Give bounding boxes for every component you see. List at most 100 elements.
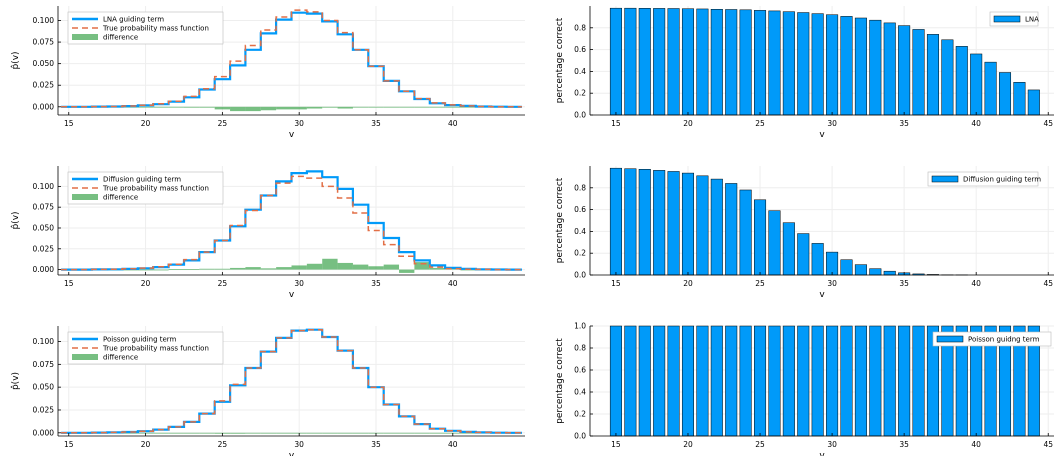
percentage-bar [869,268,882,276]
percentage-bar [854,17,867,116]
x-axis-label: v [289,290,295,300]
percentage-bar [1013,82,1026,116]
percentage-bar [854,264,867,276]
percentage-bar [883,270,896,276]
x-tick-label: 45 [1043,440,1053,449]
percentage-bar [609,167,622,276]
x-tick-label: 35 [371,440,381,449]
y-tick-label: 0.075 [33,203,55,212]
legend: Diffusion guiding term [927,171,1041,187]
percentage-bar [739,325,752,437]
y-tick-label: 0.8 [574,344,586,353]
percentage-bar [681,172,695,276]
difference-bar [337,262,353,270]
percentage-bar [782,222,795,276]
percentage-bar [710,178,723,276]
difference-bar [352,432,369,434]
difference-bar [291,265,307,270]
x-tick-label: 25 [218,440,228,449]
y-axis-label: p̂(v) [10,372,21,390]
percentage-bar [696,175,709,276]
legend-label: Poisson guidng term [968,336,1040,344]
y-tick-label: 0.6 [574,366,586,375]
percentage-bar [667,325,680,437]
y-tick-label: 0.050 [33,383,55,392]
difference-bar [137,269,154,271]
legend-label: Diffusion guiding term [963,176,1041,184]
legend-box [927,171,1039,187]
percentage-bar [710,9,723,116]
difference-bar [122,432,138,434]
legend-label: LNA [1025,16,1039,24]
y-tick-label: 0.025 [33,405,55,414]
x-tick-label: 35 [899,279,909,288]
x-tick-label: 25 [218,279,228,288]
difference-bar [460,106,476,108]
difference-bar [429,106,446,108]
y-tick-label: 1.0 [574,322,586,331]
true-pmf-line [61,175,522,271]
y-tick-label: 0.075 [33,360,55,369]
difference-bar [168,432,184,434]
x-tick-label: 35 [899,119,909,128]
difference-bar [276,432,292,434]
legend: LNA [989,11,1039,27]
difference-bar [245,267,261,270]
difference-bar [214,106,231,110]
percentage-bar [681,325,695,437]
percentage-bar [912,29,925,116]
percentage-bar [739,9,752,116]
x-tick-label: 40 [971,119,981,128]
legend-key [993,15,1021,23]
difference-bar [383,106,400,108]
percentage-bar [811,325,824,437]
difference-bar [168,106,184,108]
difference-bar [429,267,446,270]
y-axis-label: percentage correct [555,177,565,263]
x-tick-label: 40 [448,279,458,288]
legend-label: True probability mass function [102,25,209,33]
percentage-bar [869,325,882,437]
true-pmf-line [61,9,522,108]
x-tick-label: 45 [1043,119,1053,128]
x-tick-label: 30 [827,440,837,449]
legend-box [932,331,1052,347]
percentage-bar [638,325,651,437]
difference-bar [322,432,338,434]
difference-bar [322,106,338,108]
difference-bar [414,106,430,108]
legend-label: True probability mass function [102,345,209,353]
legend-key [931,175,959,183]
x-tick-label: 25 [755,440,765,449]
x-axis-label: v [289,130,295,140]
percentage-bar [782,325,795,437]
y-tick-label: 0.000 [33,102,55,111]
y-tick-label: 0.100 [33,337,55,346]
y-tick-label: 0.0 [574,432,586,441]
difference-bar [306,263,323,270]
x-axis-label: v [819,130,825,140]
difference-bar [445,106,461,108]
x-tick-label: 35 [899,440,909,449]
difference-bar [276,106,292,110]
difference-bar [383,432,400,434]
percentage-bar [653,325,666,437]
x-tick-label: 15 [611,119,621,128]
y-tick-label: 0.000 [33,428,55,437]
x-tick-label: 30 [294,119,304,128]
x-tick-label: 15 [611,279,621,288]
difference-bar [291,106,307,110]
chart-panel-5: 15 20 25 30 35 40 0.000 0.025 0.050 0.075 0.100 v p̂… [10,326,525,456]
y-tick-label: 0.025 [33,81,55,90]
difference-bar [383,264,400,270]
percentage-bar [653,170,666,276]
difference-bar [399,106,415,108]
difference-bar [306,432,323,434]
percentage-bar [768,210,781,276]
difference-bar [214,268,231,270]
percentage-bar [696,8,709,116]
percentage-bar [768,10,781,116]
percentage-bar [826,325,839,437]
difference-bar [399,432,415,434]
